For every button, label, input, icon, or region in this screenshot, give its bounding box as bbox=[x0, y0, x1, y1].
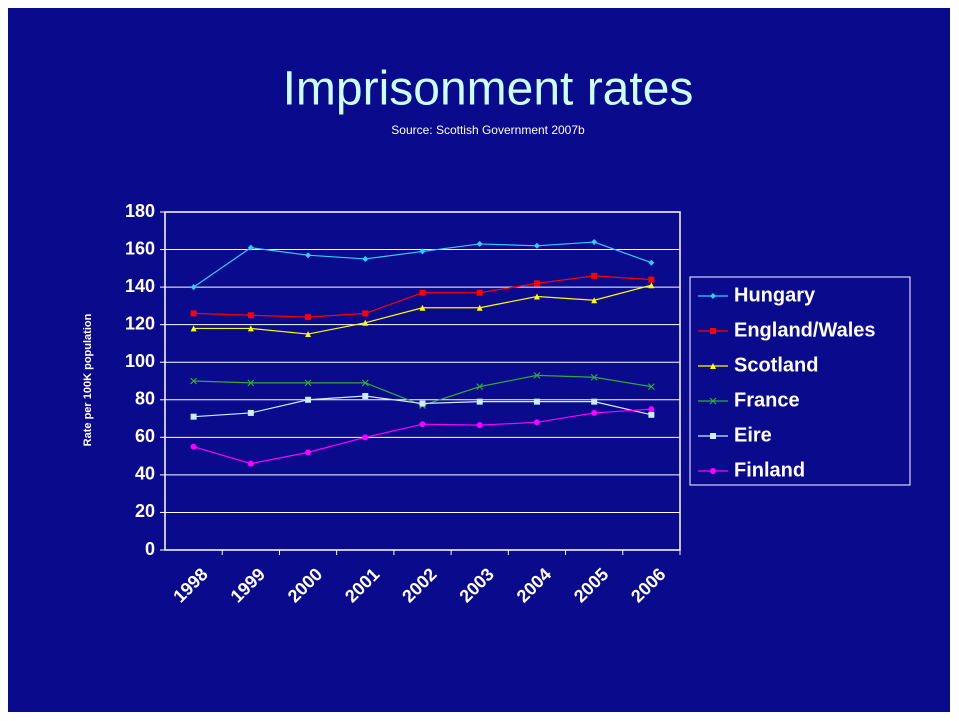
data-point bbox=[710, 468, 716, 474]
data-point bbox=[362, 319, 369, 326]
data-point bbox=[476, 240, 483, 247]
data-point bbox=[190, 377, 198, 385]
data-point bbox=[419, 248, 426, 255]
y-tick-label: 20 bbox=[135, 501, 155, 521]
data-point bbox=[190, 443, 197, 450]
data-point bbox=[361, 379, 369, 387]
data-point bbox=[247, 379, 255, 387]
data-point bbox=[648, 282, 655, 289]
data-point bbox=[533, 242, 540, 249]
data-point bbox=[305, 252, 312, 259]
data-point bbox=[190, 325, 197, 332]
data-point bbox=[533, 280, 540, 287]
y-tick-label: 160 bbox=[125, 238, 155, 258]
y-tick-label: 40 bbox=[135, 464, 155, 484]
data-point bbox=[247, 244, 254, 251]
plot-border bbox=[164, 211, 681, 551]
data-point bbox=[190, 310, 197, 317]
data-point bbox=[648, 406, 655, 413]
data-point bbox=[190, 413, 197, 420]
data-point bbox=[533, 371, 541, 379]
y-tick-label: 60 bbox=[135, 426, 155, 446]
data-point bbox=[710, 328, 716, 334]
legend-label: England/Wales bbox=[734, 319, 876, 341]
y-tick-label: 80 bbox=[135, 389, 155, 409]
y-tick-label: 120 bbox=[125, 313, 155, 333]
data-point bbox=[305, 449, 312, 456]
data-point bbox=[476, 422, 483, 429]
data-point bbox=[710, 433, 716, 439]
data-point bbox=[362, 393, 369, 400]
legend-label: Scotland bbox=[734, 354, 818, 376]
data-point bbox=[476, 304, 483, 311]
data-point bbox=[304, 379, 312, 387]
data-point bbox=[591, 297, 598, 304]
data-point bbox=[476, 289, 483, 296]
legend-label: Eire bbox=[734, 424, 772, 446]
chart-title: Imprisonment rates bbox=[283, 63, 694, 116]
data-point bbox=[533, 419, 540, 426]
data-point bbox=[419, 400, 426, 407]
data-point bbox=[591, 398, 598, 405]
data-point bbox=[247, 325, 254, 332]
data-point bbox=[590, 373, 598, 381]
data-point bbox=[362, 434, 369, 441]
data-point bbox=[247, 460, 254, 467]
data-point bbox=[247, 312, 254, 319]
y-tick-label: 0 bbox=[145, 539, 155, 559]
legend-box bbox=[689, 276, 911, 486]
data-point bbox=[591, 272, 598, 279]
data-point bbox=[533, 293, 540, 300]
data-point bbox=[305, 314, 312, 321]
legend-label: France bbox=[734, 389, 800, 411]
chart-subtitle: Source: Scottish Government 2007b bbox=[391, 123, 585, 137]
data-point bbox=[647, 383, 655, 391]
data-point bbox=[709, 397, 717, 405]
y-tick-label: 180 bbox=[125, 201, 155, 221]
data-point bbox=[533, 398, 540, 405]
data-point bbox=[591, 239, 598, 246]
data-point bbox=[247, 409, 254, 416]
data-point bbox=[362, 255, 369, 262]
data-point bbox=[419, 289, 426, 296]
data-point bbox=[710, 363, 716, 369]
legend-label: Finland bbox=[734, 459, 805, 481]
data-point bbox=[591, 409, 598, 416]
data-point bbox=[476, 398, 483, 405]
data-point bbox=[648, 411, 655, 418]
data-point bbox=[362, 310, 369, 317]
data-point bbox=[648, 276, 655, 283]
data-point bbox=[305, 396, 312, 403]
y-tick-label: 100 bbox=[125, 351, 155, 371]
data-point bbox=[419, 421, 426, 428]
data-point bbox=[648, 259, 655, 266]
y-axis-label: Rate per 100K population bbox=[82, 313, 94, 446]
legend-label: Hungary bbox=[734, 284, 816, 306]
y-tick-label: 140 bbox=[125, 276, 155, 296]
data-point bbox=[476, 383, 484, 391]
data-point bbox=[305, 331, 312, 338]
data-point bbox=[710, 293, 716, 299]
data-point bbox=[419, 304, 426, 311]
data-point bbox=[190, 284, 197, 291]
